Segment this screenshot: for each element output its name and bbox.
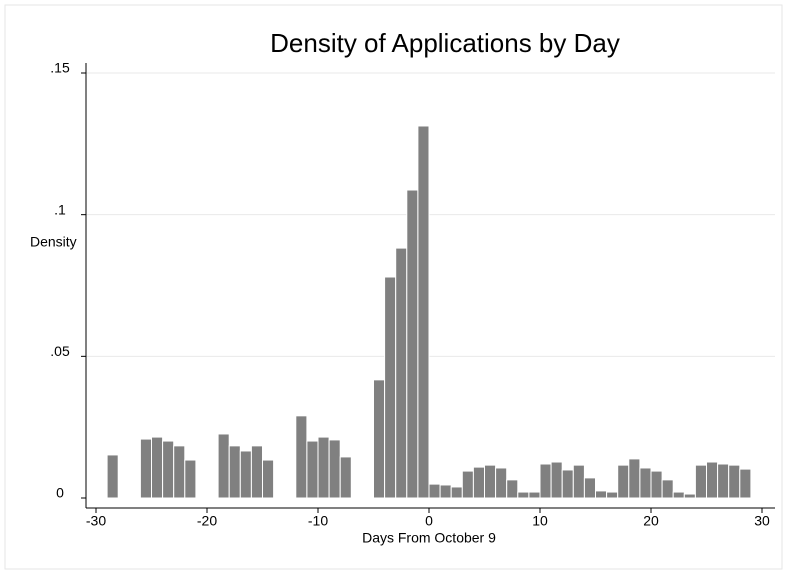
- bar: [583, 477, 597, 499]
- x-tick-label: -20: [197, 513, 217, 529]
- bar: [384, 276, 397, 499]
- bar: [106, 454, 119, 499]
- bar: [672, 491, 685, 499]
- bar: [517, 491, 530, 499]
- bar: [639, 467, 652, 499]
- y-tick-label: .15: [50, 60, 70, 76]
- y-axis-label: Density: [30, 234, 77, 250]
- bar: [328, 439, 341, 499]
- bar: [528, 491, 541, 499]
- bar: [439, 484, 452, 499]
- y-tick-label: .1: [54, 201, 66, 217]
- bar: [506, 479, 519, 499]
- bar: [550, 461, 563, 499]
- x-tick-label: -30: [86, 513, 106, 529]
- bar: [606, 491, 619, 499]
- bar: [339, 456, 352, 499]
- bar: [239, 450, 252, 499]
- bar: [728, 464, 741, 499]
- x-tick-label: 20: [643, 513, 659, 529]
- bar: [173, 445, 186, 499]
- bar: [317, 436, 330, 499]
- bar: [428, 483, 441, 499]
- x-tick-label: 0: [425, 513, 433, 529]
- bar: [461, 470, 474, 499]
- bar: [262, 459, 275, 499]
- bar: [162, 440, 175, 499]
- x-tick-label: 30: [754, 513, 770, 529]
- bar: [617, 464, 630, 499]
- bar: [739, 468, 752, 499]
- bar: [484, 464, 497, 499]
- bar: [395, 247, 408, 499]
- bar: [151, 436, 164, 499]
- bar: [217, 433, 230, 499]
- bar: [295, 415, 308, 499]
- bar: [661, 479, 674, 499]
- x-tick-label: 10: [532, 513, 548, 529]
- y-tick-label: .05: [50, 343, 70, 359]
- bar: [250, 445, 263, 499]
- y-tick-label: 0: [56, 485, 64, 501]
- bar: [595, 490, 608, 499]
- x-axis-label: Days From October 9: [362, 530, 496, 546]
- bar: [417, 125, 430, 499]
- bar: [706, 461, 719, 499]
- bar: [694, 464, 708, 499]
- bar: [650, 470, 663, 499]
- bar: [373, 379, 386, 499]
- bar: [717, 463, 730, 499]
- bar: [572, 464, 585, 499]
- bar: [683, 493, 696, 499]
- bar: [139, 438, 152, 499]
- bar: [628, 458, 641, 499]
- bar: [228, 445, 241, 499]
- x-tick-label: -10: [308, 513, 328, 529]
- chart-title: Density of Applications by Day: [270, 28, 620, 58]
- bar: [561, 469, 574, 499]
- bar: [184, 459, 197, 499]
- bar: [450, 486, 463, 499]
- bar: [306, 440, 319, 499]
- bar: [539, 463, 552, 499]
- bar: [472, 466, 485, 499]
- bar: [495, 467, 508, 499]
- bar: [406, 189, 419, 499]
